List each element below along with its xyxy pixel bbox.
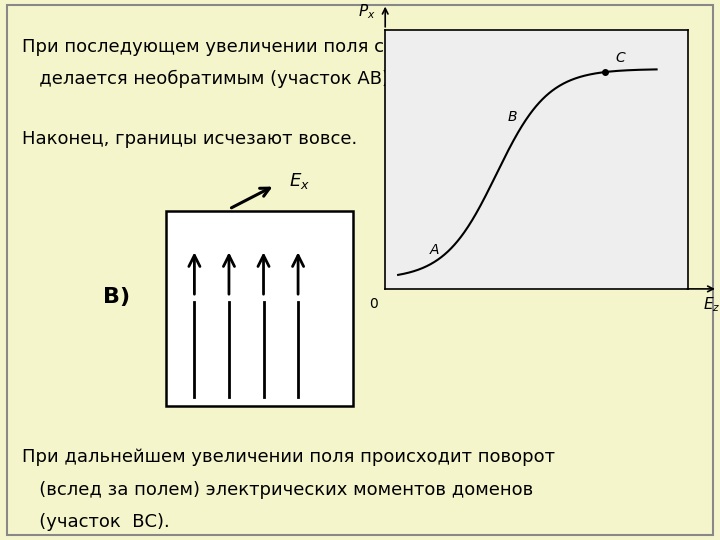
Text: (вслед за полем) электрических моментов доменов: (вслед за полем) электрических моментов … xyxy=(22,481,533,498)
Text: При дальнейшем увеличении поля происходит поворот: При дальнейшем увеличении поля происходи… xyxy=(22,448,554,466)
Text: A: A xyxy=(430,242,440,256)
Text: C: C xyxy=(615,51,625,65)
FancyBboxPatch shape xyxy=(7,5,713,535)
Text: $P_x$: $P_x$ xyxy=(359,2,376,21)
Text: При последующем увеличении поля смещение границ: При последующем увеличении поля смещение… xyxy=(22,38,544,56)
FancyBboxPatch shape xyxy=(166,212,353,406)
Text: 0: 0 xyxy=(369,298,377,312)
Text: B: B xyxy=(508,110,518,124)
Text: $E_z$: $E_z$ xyxy=(703,295,720,314)
Text: делается необратимым (участок АВ).: делается необратимым (участок АВ). xyxy=(22,70,395,89)
Text: В): В) xyxy=(103,287,130,307)
FancyBboxPatch shape xyxy=(79,178,367,416)
Text: (участок  ВС).: (участок ВС). xyxy=(22,513,169,531)
Text: $E_x$: $E_x$ xyxy=(289,171,310,191)
Text: Наконец, границы исчезают вовсе.: Наконец, границы исчезают вовсе. xyxy=(22,130,357,147)
